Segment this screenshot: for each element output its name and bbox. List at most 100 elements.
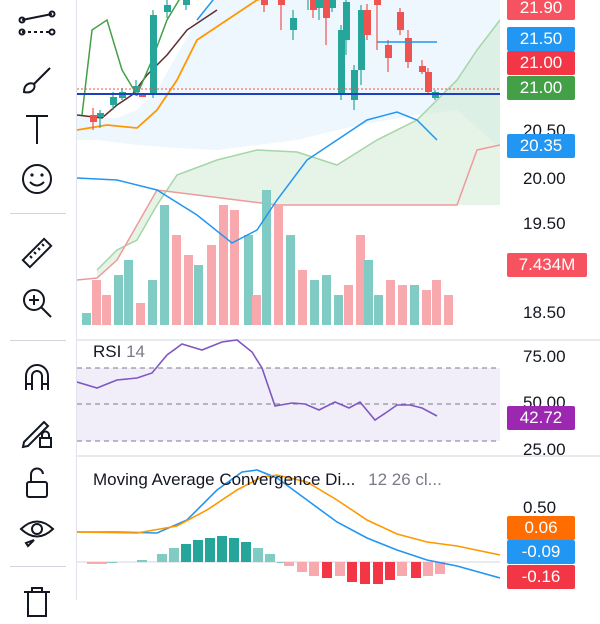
macd-histogram-bar [284, 562, 294, 566]
high-price-badge: 21.90 [507, 0, 575, 20]
volume-bar [244, 235, 253, 325]
lock-drawing-icon[interactable] [14, 408, 60, 454]
macd-histogram [87, 536, 445, 584]
macd-histogram-bar [309, 562, 319, 576]
volume-bar [422, 290, 431, 325]
volume-bar [356, 235, 365, 325]
volume-bar [398, 285, 407, 325]
macd-histogram-bar [241, 542, 251, 562]
volume-bar [274, 205, 283, 325]
candle-body [90, 115, 97, 122]
macd-histogram-bar [169, 548, 179, 562]
macd-params: 12 26 cl... [368, 470, 442, 489]
volume-bar [102, 295, 111, 325]
macd-histogram-bar [277, 562, 287, 563]
lagging-span-line [77, 111, 438, 244]
volume-bar [374, 295, 383, 325]
candle-body [425, 72, 432, 92]
volume-bar [82, 313, 91, 325]
candle-body [316, 0, 323, 8]
volume-bar [136, 303, 145, 325]
candle-body [338, 30, 345, 95]
macd-histogram-bar [205, 538, 215, 562]
macd-histogram-bar [435, 562, 445, 574]
text-icon[interactable] [14, 106, 60, 152]
bollinger-upper [196, 0, 214, 21]
macd-histogram-bar [322, 562, 332, 578]
volume-bar [124, 260, 133, 325]
price-tick: 19.50 [523, 214, 566, 233]
brush-icon[interactable] [14, 56, 60, 102]
cloud-upper-line [96, 19, 500, 271]
macd-value-badge: -0.09 [507, 540, 575, 564]
price-pane [77, 0, 500, 325]
candle-body [290, 18, 297, 30]
volume-bar [207, 245, 216, 325]
candle-body [183, 0, 190, 5]
volume-bar [322, 275, 331, 325]
sma-line [77, 9, 218, 119]
candle-body [278, 0, 285, 5]
visibility-icon[interactable] [14, 506, 60, 552]
volume-bar [386, 280, 395, 325]
rsi-title[interactable]: RSI 14 [93, 342, 145, 362]
candle-body [139, 95, 146, 97]
ichimoku-cloud [97, 20, 500, 278]
toolbar-separator [10, 213, 66, 214]
volume-bar [432, 280, 441, 325]
support-price-badge: 21.00 [507, 76, 575, 100]
ema-line [77, 0, 261, 131]
price-tick: 20.00 [523, 169, 566, 188]
macd-histogram-bar [157, 554, 167, 562]
candle-body [164, 5, 171, 12]
volume-bar [184, 255, 193, 325]
macd-histogram-bar [297, 562, 307, 572]
macd-histogram-bar [193, 540, 203, 562]
chart-canvas[interactable] [77, 0, 600, 600]
volume-bar [444, 295, 453, 325]
volume-bar [334, 295, 343, 325]
macd-histogram-bar [137, 560, 147, 562]
candle-body [133, 86, 140, 92]
magnet-icon[interactable] [14, 354, 60, 400]
trash-icon[interactable] [14, 578, 60, 624]
macd-histogram-bar [411, 562, 421, 578]
candle-body [358, 10, 365, 70]
macd-tick: 0.50 [523, 498, 557, 517]
candle-body [343, 2, 350, 40]
emoji-icon[interactable] [14, 156, 60, 202]
toolbar-separator [10, 340, 66, 341]
macd-histogram-bar [397, 562, 407, 576]
zoom-in-icon[interactable] [14, 280, 60, 326]
histogram-value-badge: -0.16 [507, 565, 575, 589]
candle-body [97, 113, 104, 117]
volume-bar [310, 280, 319, 325]
unlock-icon[interactable] [14, 460, 60, 506]
volume-bar [286, 235, 295, 325]
candle-body [397, 12, 404, 30]
candle-body [150, 15, 157, 93]
volume-bar [410, 285, 419, 325]
volume-bar [262, 190, 271, 325]
candle-body [323, 0, 330, 18]
ma-green-line [81, 0, 180, 116]
volume-bar [230, 210, 239, 325]
volume-bar [252, 295, 261, 325]
candle-body [374, 0, 381, 5]
ruler-icon[interactable] [14, 230, 60, 276]
trend-line-icon[interactable] [14, 2, 60, 48]
macd-title[interactable]: Moving Average Convergence Di... 12 26 c… [93, 470, 442, 490]
candle-body [351, 70, 358, 100]
candle-body [364, 10, 371, 35]
volume-bars [82, 190, 453, 325]
volume-bar [92, 280, 101, 325]
macd-histogram-bar [360, 562, 370, 584]
chart-area[interactable]: 20.50 20.00 19.50 18.50 21.90 21.50 21.0… [77, 0, 600, 600]
candle-body [419, 66, 426, 72]
macd-histogram-bar [423, 562, 433, 576]
price-tick: 18.50 [523, 303, 566, 322]
volume-bar [172, 235, 181, 325]
rsi-tick: 75.00 [523, 347, 566, 366]
drawing-toolbar [0, 0, 77, 617]
volume-bar [160, 205, 169, 325]
